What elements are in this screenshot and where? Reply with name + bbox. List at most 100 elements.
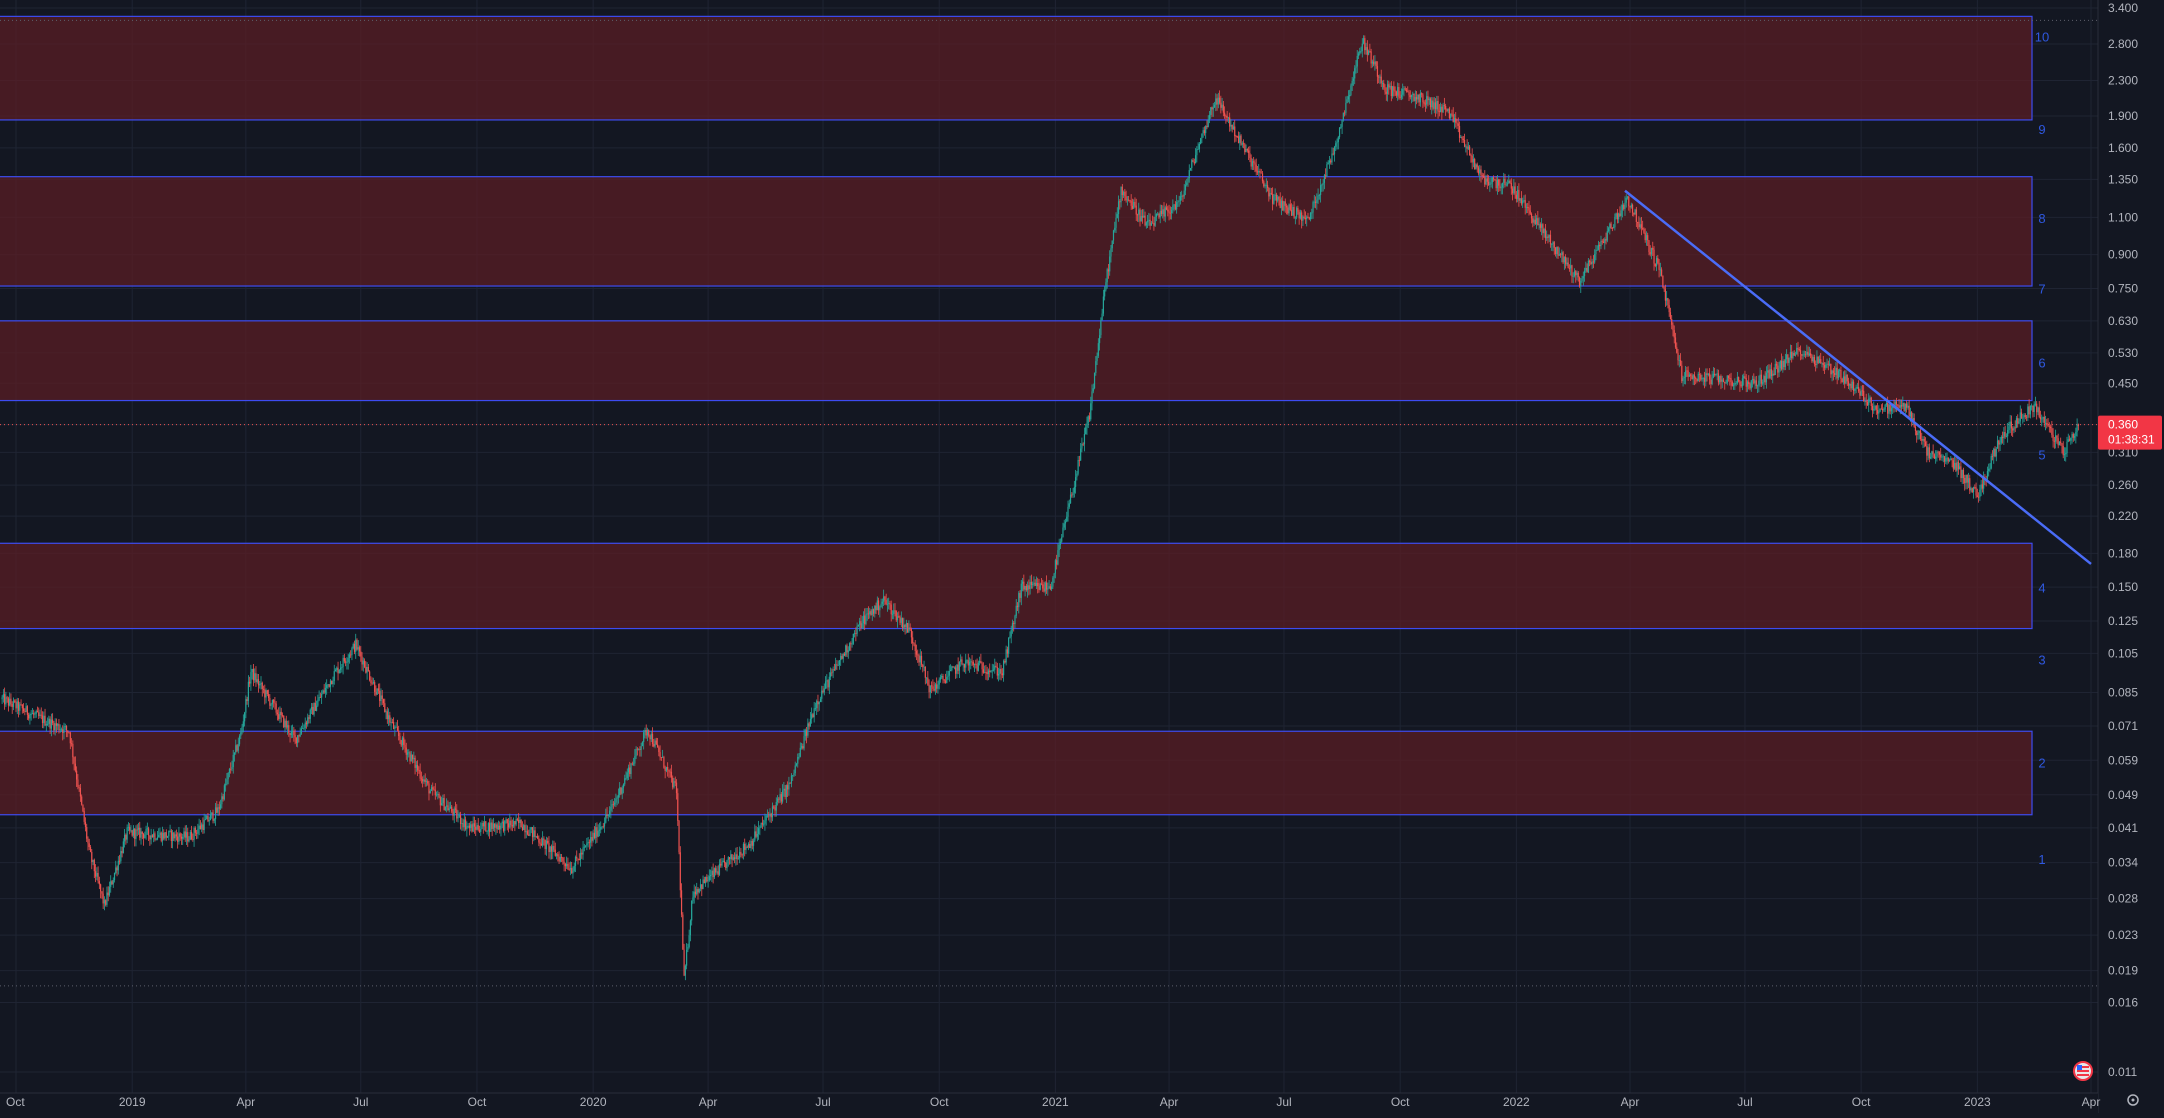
candle-body bbox=[457, 816, 459, 819]
candle-body bbox=[1575, 271, 1577, 276]
candle-body bbox=[1826, 363, 1828, 365]
candle-body bbox=[476, 825, 478, 830]
candle-body bbox=[2012, 428, 2014, 431]
candle-body bbox=[1082, 443, 1084, 445]
candle-body bbox=[1131, 205, 1134, 209]
candle-body bbox=[1457, 123, 1459, 126]
candle-body bbox=[1105, 282, 1107, 290]
candle-body bbox=[572, 870, 574, 874]
descending-trendline[interactable] bbox=[1624, 189, 2092, 565]
zone-rectangle-5[interactable] bbox=[0, 15, 2033, 121]
candle-body bbox=[2038, 407, 2040, 417]
candle-body bbox=[822, 690, 824, 693]
candle-body bbox=[315, 705, 318, 711]
candle-body bbox=[275, 703, 277, 713]
candle-body bbox=[927, 677, 929, 685]
candle-body bbox=[1059, 541, 1062, 545]
candle-body bbox=[1068, 503, 1070, 507]
candle-body bbox=[2056, 435, 2058, 439]
candle-body bbox=[824, 681, 827, 689]
candle-body bbox=[1080, 448, 1082, 461]
candle-body bbox=[1751, 378, 1754, 381]
candle-body bbox=[1511, 188, 1514, 194]
candle-body bbox=[1860, 390, 1862, 396]
candle-body bbox=[837, 665, 839, 666]
candle-body bbox=[802, 746, 804, 749]
candle-body bbox=[1573, 271, 1576, 277]
time-axis[interactable]: Oct 2019 Apr Jul Oct 2020 Apr Jul Oct 2021 Apr Jul O… bbox=[0, 1092, 2100, 1113]
zone-rectangle-4[interactable] bbox=[0, 176, 2033, 287]
candle-body bbox=[1260, 172, 1262, 174]
candle-body bbox=[518, 819, 520, 823]
candle-body bbox=[1323, 175, 1325, 183]
candle-body bbox=[94, 871, 97, 877]
candle-body bbox=[82, 804, 84, 812]
candle-body bbox=[1936, 451, 1938, 457]
candle-body bbox=[1765, 372, 1768, 383]
candle-body bbox=[958, 661, 961, 671]
candle-body bbox=[1763, 376, 1765, 383]
candle-body bbox=[149, 835, 151, 840]
candle-body bbox=[872, 609, 875, 614]
candle-body bbox=[1400, 94, 1403, 98]
current-price-marker: 0.360 01:38:31 bbox=[2098, 415, 2162, 450]
candle-body bbox=[507, 823, 510, 828]
candle-body bbox=[2025, 416, 2028, 418]
candle-body bbox=[941, 675, 943, 678]
candle-body bbox=[651, 733, 654, 744]
candle-body bbox=[1652, 247, 1654, 250]
candle-body bbox=[256, 679, 258, 683]
candle-body bbox=[2043, 416, 2045, 424]
candle-body bbox=[1941, 456, 1943, 458]
supply-zones[interactable] bbox=[0, 15, 2033, 816]
candle-body bbox=[946, 676, 948, 683]
candle-body bbox=[166, 836, 169, 838]
trendline-group[interactable] bbox=[1624, 189, 2092, 565]
candle-body bbox=[1904, 403, 1906, 411]
candle-body bbox=[612, 804, 614, 805]
candle-body bbox=[607, 814, 609, 817]
candle-body bbox=[1375, 61, 1377, 67]
candle-body bbox=[1164, 207, 1166, 217]
settings-gear-icon[interactable] bbox=[2127, 1094, 2139, 1106]
us-flag-icon[interactable] bbox=[2073, 1061, 2093, 1081]
candle-body bbox=[1122, 191, 1125, 196]
zone-rectangle-3[interactable] bbox=[0, 320, 2033, 402]
candle-body bbox=[704, 876, 707, 884]
candle-body bbox=[1167, 209, 1169, 212]
candle-body bbox=[1369, 51, 1371, 52]
candle-body bbox=[38, 712, 40, 717]
candle-body bbox=[1053, 573, 1055, 578]
candle-body bbox=[1808, 353, 1810, 356]
candlesticks[interactable] bbox=[1, 35, 2079, 981]
candle-body bbox=[1237, 136, 1240, 143]
candle-body bbox=[169, 830, 171, 832]
candle-body bbox=[50, 719, 52, 729]
candle-body bbox=[1858, 387, 1860, 392]
candle-body bbox=[134, 828, 136, 839]
candle-body bbox=[1914, 426, 1917, 431]
corner-controls[interactable] bbox=[2073, 1061, 2139, 1106]
candle-body bbox=[2063, 454, 2066, 456]
candle-body bbox=[1702, 377, 1704, 379]
candle-body bbox=[1710, 379, 1712, 385]
candle-body bbox=[752, 840, 755, 846]
candle-body bbox=[1106, 269, 1108, 283]
candle-body bbox=[615, 798, 617, 803]
candle-body bbox=[418, 770, 420, 772]
candle-body bbox=[701, 884, 703, 890]
candle-body bbox=[1077, 460, 1079, 474]
zone-rectangle-1[interactable] bbox=[0, 730, 2033, 816]
candle-body bbox=[1498, 179, 1500, 186]
candle-body bbox=[505, 819, 507, 821]
candle-body bbox=[160, 832, 162, 841]
time-tick-label: Oct bbox=[468, 1095, 487, 1109]
price-axis[interactable]: 3.4002.8002.3001.9001.6001.3501.1000.900… bbox=[2097, 0, 2164, 1113]
candle-body bbox=[300, 728, 303, 734]
candle-body bbox=[4, 694, 6, 705]
candle-body bbox=[1779, 360, 1781, 369]
candle-body bbox=[230, 768, 232, 770]
candle-body bbox=[1463, 139, 1466, 147]
